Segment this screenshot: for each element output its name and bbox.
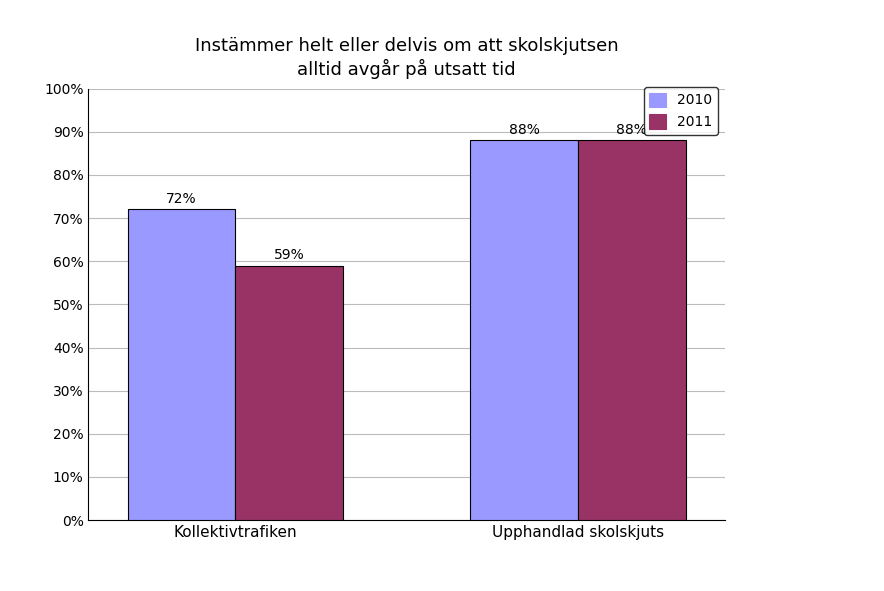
Bar	[578, 141, 686, 520]
Title: Instämmer helt eller delvis om att skolskjutsen
alltid avgår på utsatt tid: Instämmer helt eller delvis om att skols…	[194, 37, 619, 79]
Text: 88%: 88%	[508, 123, 539, 137]
Text: 88%: 88%	[616, 123, 647, 137]
Bar	[235, 265, 343, 520]
Bar	[127, 209, 235, 520]
Bar	[470, 141, 578, 520]
Text: 72%: 72%	[166, 192, 197, 206]
Text: 59%: 59%	[274, 248, 304, 262]
Legend: 2010, 2011: 2010, 2011	[644, 87, 718, 135]
